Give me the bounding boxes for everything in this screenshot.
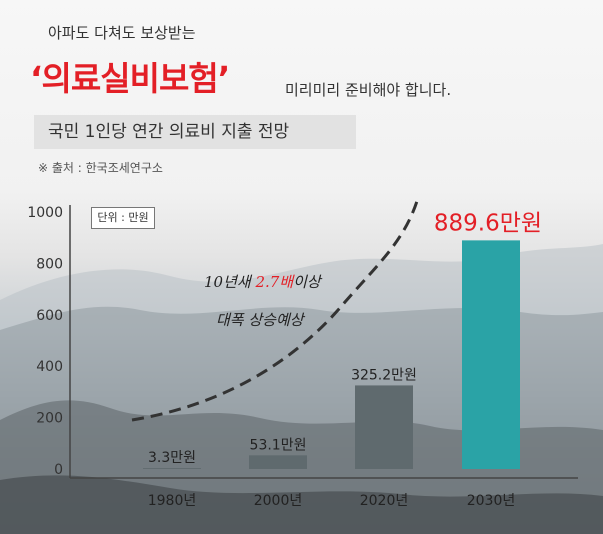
chart-subtitle: 국민 1인당 연간 의료비 지출 전망: [34, 115, 356, 149]
bar-value-label: 53.1만원: [250, 437, 307, 453]
x-category-label: 1980년: [148, 493, 197, 509]
headline: ‘의료실비보험’: [30, 59, 230, 98]
x-category-label: 2000년: [254, 493, 303, 509]
bar: [462, 240, 520, 469]
y-tick-label: 800: [36, 256, 63, 272]
bar-value-label: 889.6만원: [434, 210, 542, 236]
annotation-line2: 대폭 상승예상: [216, 311, 306, 329]
bar: [355, 385, 413, 469]
y-tick-label: 400: [36, 359, 63, 375]
trend-curve: [131, 197, 420, 422]
bar-value-label: 3.3만원: [148, 450, 196, 466]
x-category-label: 2030년: [467, 493, 516, 509]
bar: [143, 468, 201, 469]
annotation-highlight: 2.7배: [254, 273, 295, 291]
source-note: ※ 출처 : 한국조세연구소: [38, 161, 163, 175]
y-tick-label: 1000: [27, 205, 63, 221]
y-tick-label: 600: [36, 308, 63, 324]
x-category-label: 2020년: [360, 493, 409, 509]
annotation-line1: 10년새 2.7배이상: [204, 273, 323, 291]
bar: [249, 455, 307, 469]
unit-label: 단위 : 만원: [91, 207, 155, 229]
kicker-text: 아파도 다쳐도 보상받는: [48, 24, 196, 42]
y-tick-label: 0: [54, 462, 63, 478]
tagline: 미리미리 준비해야 합니다.: [285, 81, 452, 99]
y-tick-label: 200: [36, 411, 63, 427]
bar-value-label: 325.2만원: [351, 367, 417, 383]
